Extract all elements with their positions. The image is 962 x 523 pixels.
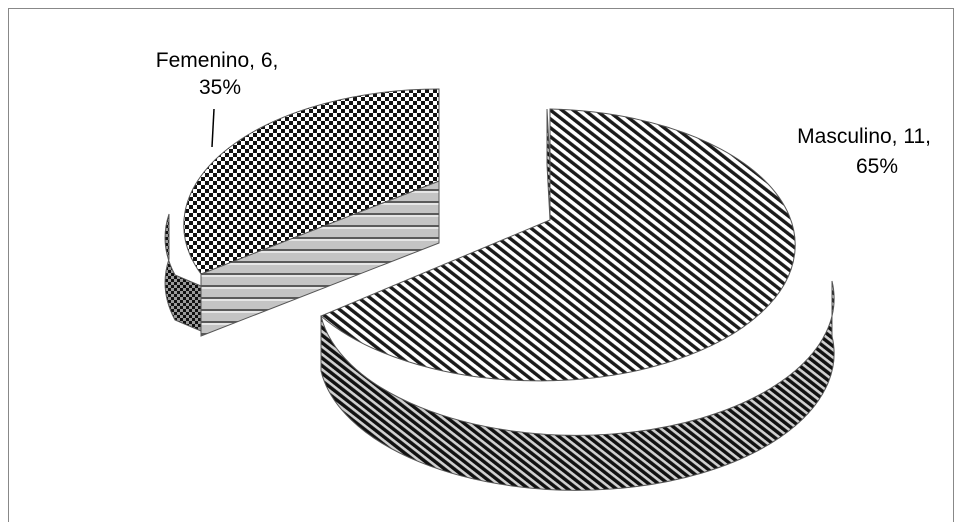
label-femenino-line1: Femenino, 6, — [156, 49, 279, 72]
label-masculino-line2: 65% — [856, 155, 898, 178]
pie-slice-masculino-side — [320, 280, 835, 491]
pie-slice-femenino-top — [183, 88, 440, 275]
pie-chart: Femenino, 6, 35% Masculino, 11, 65% — [156, 49, 937, 491]
femenino-leader-line — [211, 108, 215, 148]
label-femenino: Femenino, 6, 35% — [156, 49, 284, 99]
label-masculino-line1: Masculino, 11, — [797, 125, 931, 148]
pie-slice-masculino-top — [320, 108, 796, 382]
pie-slice-femenino — [164, 88, 440, 337]
chart-area: Femenino, 6, 35% Masculino, 11, 65% — [8, 8, 954, 522]
label-femenino-line2: 35% — [199, 76, 241, 99]
pie-slice-masculino — [320, 108, 835, 491]
label-masculino: Masculino, 11, 65% — [797, 125, 937, 178]
